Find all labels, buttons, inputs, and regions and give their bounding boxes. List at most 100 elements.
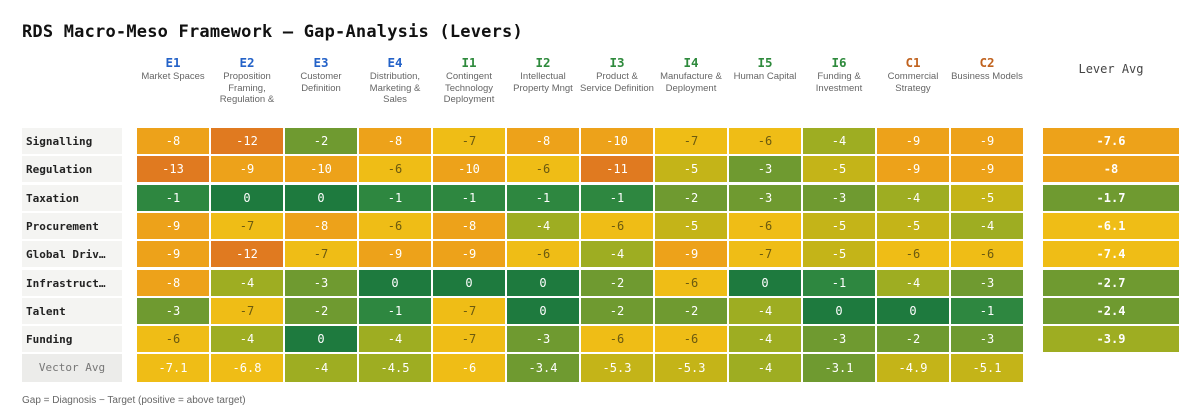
vector-avg-cell: -4.5 <box>359 354 431 382</box>
heatmap-cell: -7 <box>729 241 801 268</box>
column-name: Human Capital <box>733 71 797 82</box>
heatmap-cell: -4 <box>211 269 283 296</box>
heatmap-cell: -6 <box>655 326 727 353</box>
heatmap-cell: 0 <box>285 326 357 353</box>
vector-avg-cell: -5.3 <box>581 354 653 382</box>
heatmap-cell: -8 <box>137 269 209 296</box>
heatmap-cell: -10 <box>433 156 505 183</box>
column-name: Manufacture & Deployment <box>660 71 722 94</box>
column-code: I6 <box>831 55 847 70</box>
heatmap-cell: 0 <box>507 269 579 296</box>
vector-avg-cell: -3.1 <box>803 354 875 382</box>
lever-avg-cell: -7.4 <box>1043 241 1179 268</box>
heatmap-cell: -5 <box>951 184 1023 211</box>
heatmap-cell: -7 <box>211 212 283 239</box>
column-code: I5 <box>757 55 773 70</box>
row-label: Funding <box>22 326 122 354</box>
column-name: Intellectual Property Mngt <box>513 71 573 94</box>
heatmap-cell: -3 <box>951 326 1023 353</box>
heatmap-cell: -6 <box>507 241 579 268</box>
column-header-e3: E3 Customer Definition <box>284 56 358 105</box>
heatmap-cell: -4 <box>359 326 431 353</box>
heatmap-cell: -1 <box>951 297 1023 324</box>
heatmap-cell: -2 <box>655 184 727 211</box>
heatmap-cell: -7 <box>433 128 505 154</box>
heatmap-cell: -6 <box>359 156 431 183</box>
column-name: Funding & Investment <box>815 71 863 94</box>
heatmap-cell: -2 <box>581 297 653 324</box>
column-header-c1: C1 Commercial Strategy <box>876 56 950 105</box>
heatmap-cell: -7 <box>285 241 357 268</box>
heatmap-cell: -1 <box>137 184 209 211</box>
heatmap-cell: -6 <box>877 241 949 268</box>
heatmap-cell: 0 <box>211 184 283 211</box>
column-code: I4 <box>683 55 699 70</box>
lever-avg-header: Lever Avg <box>1078 62 1144 76</box>
column-header-i5: I5 Human Capital <box>728 56 802 105</box>
heatmap-cell: -1 <box>359 184 431 211</box>
heatmap-cell: -4 <box>803 128 875 154</box>
column-code: C2 <box>979 55 995 70</box>
heatmap-cell: -9 <box>211 156 283 183</box>
heatmap-cell: -9 <box>137 241 209 268</box>
column-name: Customer Definition <box>300 71 342 94</box>
heatmap-cell: -1 <box>359 297 431 324</box>
column-name: Distribution, Marketing & Sales <box>369 71 421 105</box>
lever-avg-cell: -2.4 <box>1043 297 1179 324</box>
column-name: Commercial Strategy <box>887 71 939 94</box>
vector-avg-cell: -5.3 <box>655 354 727 382</box>
column-code: C1 <box>905 55 921 70</box>
column-name: Product & Service Definition <box>580 71 654 94</box>
heatmap-cell: -9 <box>655 241 727 268</box>
vector-avg-label: Vector Avg <box>22 354 122 382</box>
heatmap-cell: -1 <box>581 184 653 211</box>
heatmap-cell: -2 <box>877 326 949 353</box>
heatmap-cell: -8 <box>507 128 579 154</box>
heatmap-cell: -9 <box>951 156 1023 183</box>
column-header-i6: I6 Funding & Investment <box>802 56 876 105</box>
heatmap-cell: -4 <box>211 326 283 353</box>
column-header-i4: I4 Manufacture & Deployment <box>654 56 728 105</box>
chart-title: RDS Macro-Meso Framework — Gap-Analysis … <box>22 22 523 42</box>
heatmap-cell: -4 <box>877 184 949 211</box>
heatmap-cell: -9 <box>951 128 1023 154</box>
heatmap-cell: -8 <box>359 128 431 154</box>
heatmap-cell: -9 <box>877 156 949 183</box>
heatmap-cell: -7 <box>211 297 283 324</box>
vector-avg-cell: -5.1 <box>951 354 1023 382</box>
heatmap-cell: 0 <box>359 269 431 296</box>
heatmap-cell: -4 <box>951 212 1023 239</box>
heatmap-cell: -1 <box>803 269 875 296</box>
heatmap-cell: -3 <box>507 326 579 353</box>
vector-avg-cell: -3.4 <box>507 354 579 382</box>
column-header-e1: E1 Market Spaces <box>136 56 210 105</box>
heatmap-cell: -7 <box>433 297 505 324</box>
heatmap-cell: -3 <box>285 269 357 296</box>
heatmap-cell: -5 <box>803 241 875 268</box>
footnote: Gap = Diagnosis − Target (positive = abo… <box>22 395 246 406</box>
vector-avg-cell: -6.8 <box>211 354 283 382</box>
row-label: Regulation <box>22 156 122 184</box>
heatmap-cell: -3 <box>729 156 801 183</box>
heatmap-cell: -6 <box>581 212 653 239</box>
heatmap-cell: -3 <box>137 297 209 324</box>
heatmap-cell: 0 <box>803 297 875 324</box>
heatmap-cell: -5 <box>655 212 727 239</box>
vector-avg-cell: -7.1 <box>137 354 209 382</box>
heatmap-cell: -13 <box>137 156 209 183</box>
heatmap-cell: 0 <box>877 297 949 324</box>
column-code: E4 <box>387 55 403 70</box>
heatmap-cell: -2 <box>655 297 727 324</box>
vector-avg-cell: -4 <box>729 354 801 382</box>
heatmap-cell: 0 <box>433 269 505 296</box>
heatmap-cell: -3 <box>951 269 1023 296</box>
heatmap-cell: -2 <box>581 269 653 296</box>
heatmap-cell: -4 <box>507 212 579 239</box>
vector-avg-cell: -6 <box>433 354 505 382</box>
heatmap-cell: -12 <box>211 128 283 154</box>
column-header-c2: C2 Business Models <box>950 56 1024 105</box>
row-label: Global Driv… <box>22 241 122 269</box>
column-code: I3 <box>609 55 625 70</box>
column-name: Business Models <box>951 71 1023 82</box>
heatmap-cell: -5 <box>803 156 875 183</box>
